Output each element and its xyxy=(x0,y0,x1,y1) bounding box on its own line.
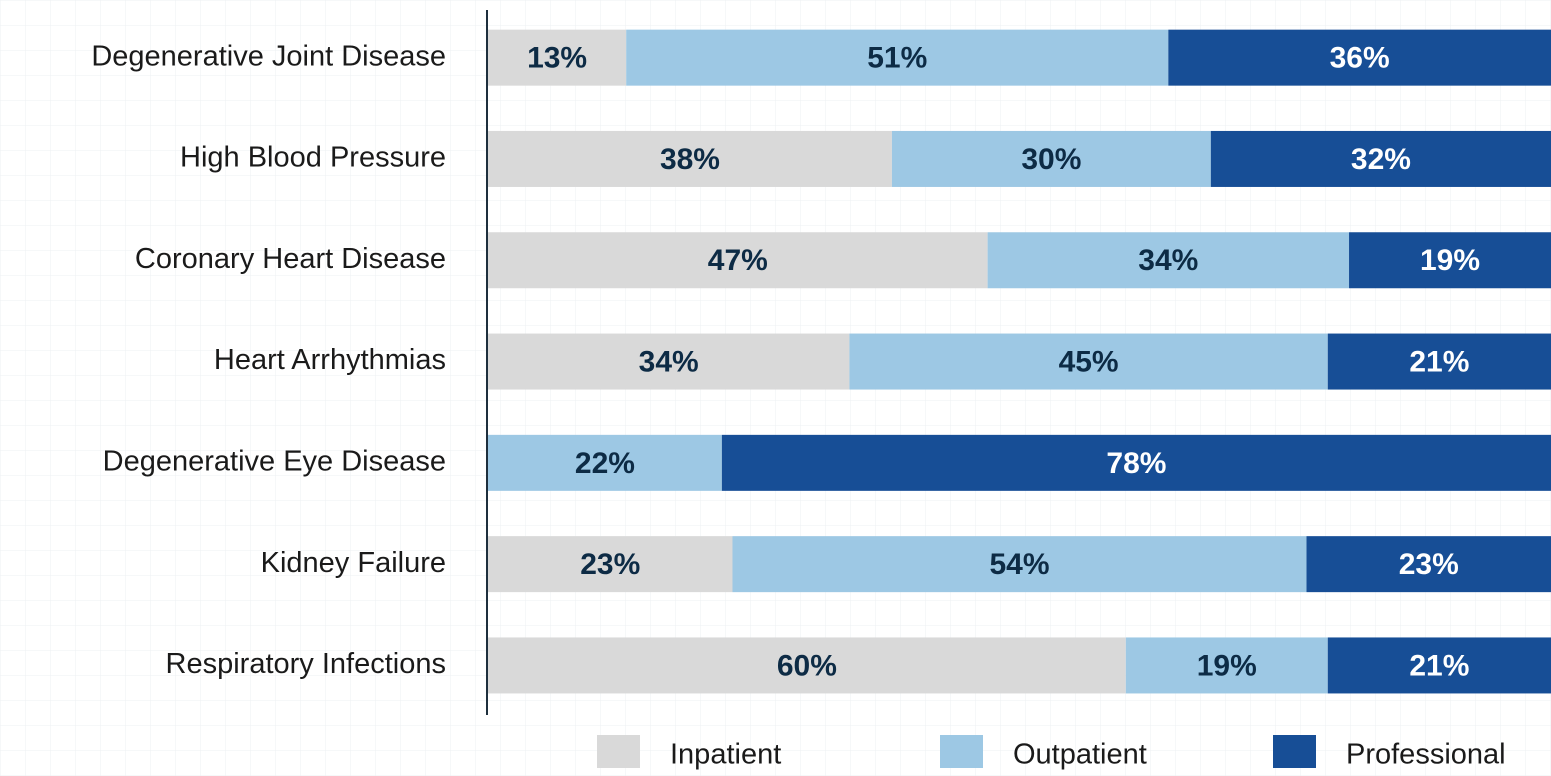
legend-label: Professional xyxy=(1346,739,1506,771)
value-label: 36% xyxy=(1330,42,1390,75)
bar-segment xyxy=(488,434,722,491)
bar-segment xyxy=(891,130,1211,187)
legend-swatch xyxy=(597,735,640,768)
bar-segment xyxy=(1125,637,1328,694)
bar-segment xyxy=(987,232,1350,289)
bar-segment xyxy=(488,130,892,187)
bar-segment xyxy=(488,637,1126,694)
value-label: 23% xyxy=(1399,548,1459,581)
value-label: 38% xyxy=(660,143,720,176)
bar-segment xyxy=(1349,232,1551,289)
bar-segment xyxy=(1327,333,1551,390)
legend-swatch xyxy=(1273,735,1316,768)
bar-segment xyxy=(1306,536,1551,593)
value-label: 45% xyxy=(1059,345,1119,378)
bar-segment xyxy=(1210,130,1551,187)
legend-swatch xyxy=(940,735,983,768)
value-label: 30% xyxy=(1021,143,1081,176)
value-label: 21% xyxy=(1409,345,1469,378)
category-label: Degenerative Eye Disease xyxy=(103,446,446,478)
bar-segment xyxy=(488,536,733,593)
category-label: Heart Arrhythmias xyxy=(214,344,446,376)
value-label: 60% xyxy=(777,649,837,682)
value-label: 19% xyxy=(1420,244,1480,277)
value-label: 21% xyxy=(1409,649,1469,682)
value-label: 22% xyxy=(575,447,635,480)
bar-segment xyxy=(732,536,1307,593)
category-label: Coronary Heart Disease xyxy=(135,243,446,275)
category-label: Respiratory Infections xyxy=(166,648,446,680)
category-label: High Blood Pressure xyxy=(180,142,446,174)
bar-segment xyxy=(488,333,850,390)
value-label: 34% xyxy=(1138,244,1198,277)
value-label: 54% xyxy=(989,548,1049,581)
category-label: Degenerative Joint Disease xyxy=(91,40,446,72)
value-label: 32% xyxy=(1351,143,1411,176)
value-label: 34% xyxy=(639,345,699,378)
value-label: 51% xyxy=(867,42,927,75)
bar-segment xyxy=(488,29,627,86)
value-label: 78% xyxy=(1106,447,1166,480)
bar-segment xyxy=(721,434,1551,491)
category-label: Kidney Failure xyxy=(261,547,446,579)
legend-label: Outpatient xyxy=(1013,739,1147,771)
bar-segment xyxy=(1168,29,1551,86)
legend-label: Inpatient xyxy=(670,739,781,771)
value-label: 47% xyxy=(708,244,768,277)
value-label: 19% xyxy=(1197,649,1257,682)
value-label: 23% xyxy=(580,548,640,581)
bar-segment xyxy=(1327,637,1551,694)
bar-segment xyxy=(849,333,1328,390)
bar-segment xyxy=(488,232,988,289)
value-label: 13% xyxy=(527,42,587,75)
bar-segment xyxy=(626,29,1169,86)
